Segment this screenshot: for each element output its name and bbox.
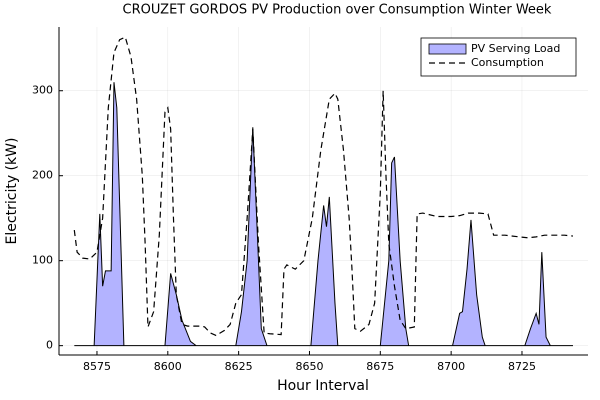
legend-label: PV Serving Load [471, 42, 560, 55]
area [74, 82, 573, 347]
y-axis-label: Electricity (kW) [4, 138, 20, 245]
y-tick-label: 100 [32, 254, 53, 267]
x-tick-label: 8675 [366, 360, 394, 373]
chart-title: CROUZET GORDOS PV Production over Consum… [123, 3, 552, 18]
x-tick-label: 8625 [225, 360, 253, 373]
legend-label: Consumption [471, 56, 544, 69]
x-tick-label: 8650 [295, 360, 323, 373]
y-tick-label: 0 [46, 339, 53, 352]
y-tick-label: 200 [32, 169, 53, 182]
x-tick-label: 8725 [508, 360, 536, 373]
y-tick-label: 300 [32, 84, 53, 97]
x-axis-label: Hour Interval [277, 378, 369, 394]
legend-swatch [428, 43, 467, 55]
line [73, 36, 574, 337]
x-tick-label: 8700 [437, 360, 465, 373]
x-tick-label: 8575 [83, 360, 111, 373]
x-tick-label: 8600 [154, 360, 182, 373]
